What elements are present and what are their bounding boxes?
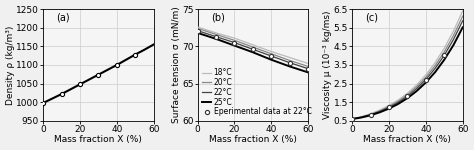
- Eperimental data at 22°C: [232, 42, 237, 43]
- 25°C: [232, 45, 237, 46]
- 25°C: [250, 51, 256, 53]
- 20°C: [250, 46, 256, 48]
- 18°C: [195, 26, 201, 28]
- 20°C: [195, 28, 201, 29]
- Legend: 18°C, 20°C, 22°C, 25°C, Eperimental data at 22°C: 18°C, 20°C, 22°C, 25°C, Eperimental data…: [201, 68, 312, 117]
- Line: 18°C: 18°C: [198, 27, 308, 63]
- Eperimental data at 22°C: [213, 36, 219, 38]
- 18°C: [287, 57, 292, 58]
- 20°C: [232, 39, 237, 41]
- 25°C: [287, 66, 292, 67]
- 20°C: [268, 53, 274, 55]
- 22°C: [305, 68, 311, 70]
- 25°C: [195, 32, 201, 34]
- X-axis label: Mass fraction X (%): Mass fraction X (%): [364, 135, 451, 144]
- Text: (c): (c): [365, 12, 378, 22]
- 20°C: [287, 60, 292, 61]
- 18°C: [268, 51, 274, 52]
- 25°C: [213, 38, 219, 40]
- Eperimental data at 22°C: [305, 68, 311, 70]
- 22°C: [232, 42, 237, 43]
- 18°C: [213, 32, 219, 34]
- Text: (a): (a): [56, 12, 70, 22]
- X-axis label: Mass fraction X (%): Mass fraction X (%): [209, 135, 297, 144]
- 22°C: [195, 30, 201, 32]
- Line: Eperimental data at 22°C: Eperimental data at 22°C: [195, 29, 310, 71]
- 20°C: [305, 66, 311, 67]
- 20°C: [213, 33, 219, 35]
- Line: 20°C: 20°C: [198, 28, 308, 66]
- Y-axis label: Density ρ (kg/m³): Density ρ (kg/m³): [6, 25, 15, 105]
- 25°C: [305, 72, 311, 73]
- Y-axis label: Surface tension σ (mN/m): Surface tension σ (mN/m): [172, 7, 181, 123]
- 18°C: [232, 37, 237, 39]
- Eperimental data at 22°C: [287, 62, 292, 64]
- Line: 22°C: 22°C: [198, 31, 308, 69]
- 22°C: [213, 36, 219, 38]
- Line: 25°C: 25°C: [198, 33, 308, 72]
- 22°C: [287, 62, 292, 64]
- Eperimental data at 22°C: [250, 48, 256, 50]
- 22°C: [268, 55, 274, 57]
- 22°C: [250, 48, 256, 50]
- Eperimental data at 22°C: [195, 30, 201, 32]
- Y-axis label: Viscosity μ (10⁻³ kg/ms): Viscosity μ (10⁻³ kg/ms): [323, 11, 332, 119]
- X-axis label: Mass fraction X (%): Mass fraction X (%): [55, 135, 142, 144]
- 18°C: [250, 44, 256, 46]
- Eperimental data at 22°C: [268, 55, 274, 57]
- 25°C: [268, 59, 274, 61]
- 18°C: [305, 63, 311, 64]
- Text: (b): (b): [211, 12, 225, 22]
